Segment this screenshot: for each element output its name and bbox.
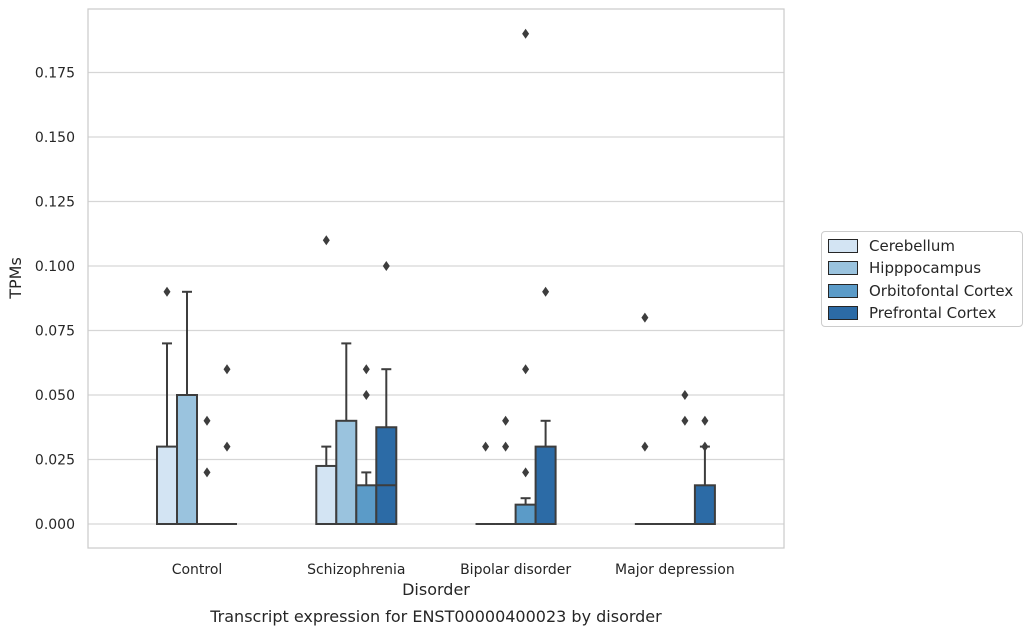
box-s2-c1 <box>355 484 378 525</box>
box-s0-c1 <box>315 464 338 526</box>
x-tick-1: Schizophrenia <box>307 562 405 578</box>
legend-swatch-prefrontal <box>828 306 858 320</box>
outlier-s1-c2-0 <box>502 441 510 452</box>
legend-swatch-orbitofrontal <box>828 284 858 298</box>
x-tick-2: Bipolar disorder <box>460 562 571 578</box>
outlier-s2-c3-1 <box>681 390 689 400</box>
box-series <box>156 28 716 526</box>
outlier-s3-c3-0 <box>701 441 709 452</box>
outlier-s2-c2-0 <box>522 467 530 478</box>
box-s2-c2 <box>514 503 537 525</box>
outlier-s2-c1-1 <box>362 364 370 375</box>
box-s0-c0 <box>156 445 178 526</box>
x-axis-label: Disorder <box>402 580 470 599</box>
box-s3-c1 <box>375 426 398 525</box>
y-tick-0.000: 0.000 <box>35 517 75 533</box>
outlier-s0-c2-0 <box>482 441 490 452</box>
box-s1-c1 <box>335 419 358 525</box>
outlier-s3-c1-0 <box>382 261 390 271</box>
legend-swatch-hippocampus <box>828 261 858 275</box>
box-s3-c2 <box>534 445 557 526</box>
outlier-s1-c2-1 <box>502 415 510 426</box>
outlier-s2-c2-1 <box>522 364 530 375</box>
outlier-s3-c0-1 <box>223 364 231 375</box>
outlier-s2-c0-0 <box>203 467 211 478</box>
outlier-s0-c3-1 <box>641 312 649 323</box>
outlier-s3-c0-0 <box>223 441 231 452</box>
x-tick-labels: Control Schizophrenia Bipolar disorder Majo… <box>172 562 735 578</box>
legend-swatch-cerebellum <box>828 239 858 253</box>
y-tick-0.150: 0.150 <box>35 130 75 146</box>
y-tick-0.125: 0.125 <box>35 195 75 211</box>
legend-item-prefrontal: Prefrontal Cortex <box>828 304 996 322</box>
y-tick-labels: 0.000 0.025 0.050 0.075 0.100 0.125 0.150 0.175 <box>35 66 75 534</box>
legend-item-hippocampus: Hipppocampus <box>828 259 981 277</box>
legend-label-cerebellum: Cerebellum <box>869 237 955 255</box>
legend-label-orbitofrontal: Orbitofontal Cortex <box>869 282 1014 300</box>
legend-item-orbitofrontal: Orbitofontal Cortex <box>828 282 1013 300</box>
legend: Cerebellum Hipppocampus Orbitofontal Cor… <box>821 231 1023 327</box>
chart-caption: Transcript expression for ENST0000040002… <box>209 607 662 626</box>
outlier-s0-c0-0 <box>163 286 171 297</box>
y-tick-0.100: 0.100 <box>35 259 75 275</box>
outlier-s3-c2-0 <box>542 286 550 297</box>
x-tick-0: Control <box>172 562 223 578</box>
outlier-s0-c1-0 <box>322 235 330 246</box>
outlier-s2-c3-0 <box>681 415 689 426</box>
outlier-s2-c2-2 <box>522 28 530 39</box>
plot-area-frame <box>87 8 785 549</box>
outlier-s3-c3-1 <box>701 415 709 426</box>
y-axis-label: TPMs <box>6 257 25 300</box>
y-tick-0.025: 0.025 <box>35 453 75 469</box>
legend-label-prefrontal: Prefrontal Cortex <box>869 304 997 322</box>
outlier-s2-c1-0 <box>362 390 370 400</box>
box-s1-c0 <box>176 394 198 525</box>
y-tick-0.050: 0.050 <box>35 388 75 404</box>
box-s3-c3 <box>693 484 716 525</box>
gridlines <box>88 71 784 525</box>
legend-label-hippocampus: Hipppocampus <box>869 259 982 277</box>
outlier-s0-c3-0 <box>641 441 649 452</box>
outlier-s2-c0-1 <box>203 415 211 426</box>
legend-item-cerebellum: Cerebellum <box>828 237 955 255</box>
y-tick-0.175: 0.175 <box>35 66 75 82</box>
y-tick-0.075: 0.075 <box>35 324 75 340</box>
x-tick-3: Major depression <box>615 562 735 578</box>
